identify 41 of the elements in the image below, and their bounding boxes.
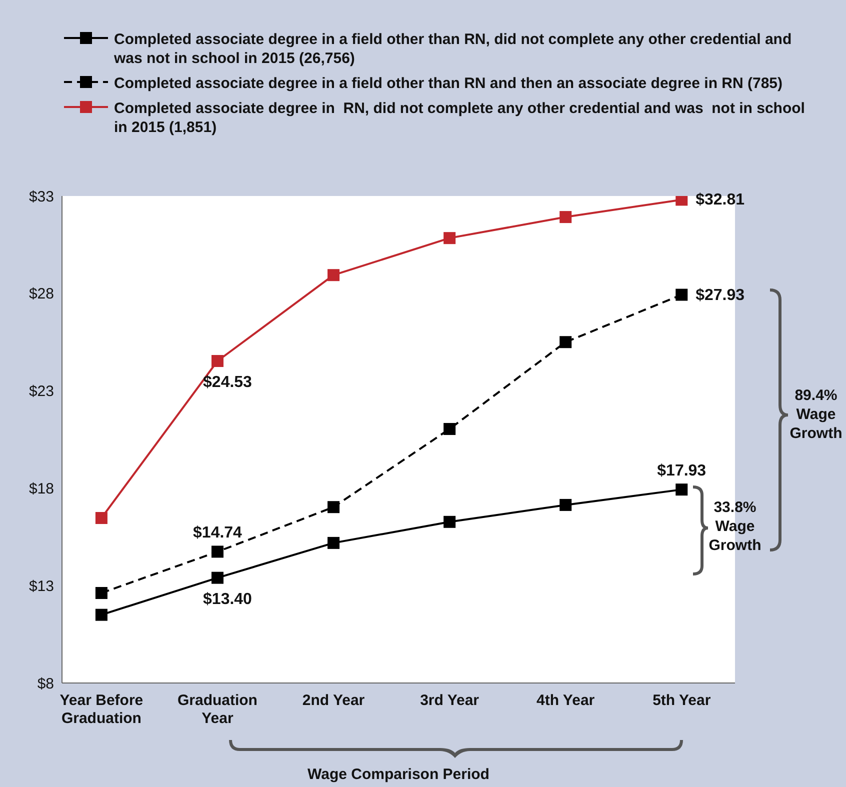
data-label: $24.53 — [203, 374, 252, 391]
point — [211, 546, 224, 558]
x-tick-label: Graduation Year — [177, 692, 258, 727]
legend-label: Completed associate degree in a field other than RN and then an associate degree in RN (785) — [114, 74, 783, 93]
legend-label: Completed associate degree in RN, did not complete any other credential and was not in school in 2015 (1,851) — [114, 99, 806, 137]
y-tick-label: $28 — [28, 286, 54, 303]
y-tick-label: $23 — [28, 383, 54, 400]
x-tick-label: 5th Year — [652, 692, 711, 709]
point — [95, 512, 108, 524]
point — [444, 516, 456, 528]
point — [95, 608, 108, 621]
data-label: $13.40 — [203, 590, 252, 608]
point — [211, 354, 224, 367]
point — [328, 269, 340, 282]
legend-label: Completed associate degree in a field other than RN, did not complete any other credential and was not in school in 2015 (26,756) — [114, 30, 793, 68]
text: 89.4% Wage Growth — [790, 387, 842, 442]
x-tick-label: Year Before Graduation — [60, 692, 144, 727]
point — [95, 587, 108, 599]
point — [560, 498, 572, 511]
point — [560, 211, 572, 224]
x-axis-title: Wage Comparison Period — [308, 766, 490, 783]
point — [444, 232, 456, 244]
x-tick-label: 3rd Year — [420, 692, 480, 709]
point — [560, 336, 572, 348]
data-label: $27.93 — [696, 286, 745, 304]
y-tick-label: $33 — [28, 188, 54, 206]
annotation: 33.8% Wage Growth — [708, 499, 762, 554]
point — [676, 484, 688, 496]
y-tick-label: $8 — [37, 675, 54, 692]
y-tick-label: $18 — [28, 480, 54, 498]
data-label: $32.81 — [696, 192, 745, 209]
point — [211, 572, 224, 584]
x-tick-label: 2nd Year — [302, 692, 365, 709]
point — [328, 501, 340, 514]
x-tick-label: 4th Year — [536, 692, 595, 709]
data-label: $14.74 — [193, 524, 242, 542]
y-tick-label: $13 — [28, 578, 54, 595]
point — [444, 422, 456, 435]
point — [676, 288, 688, 301]
point — [328, 536, 340, 549]
data-label: $17.93 — [657, 462, 706, 480]
